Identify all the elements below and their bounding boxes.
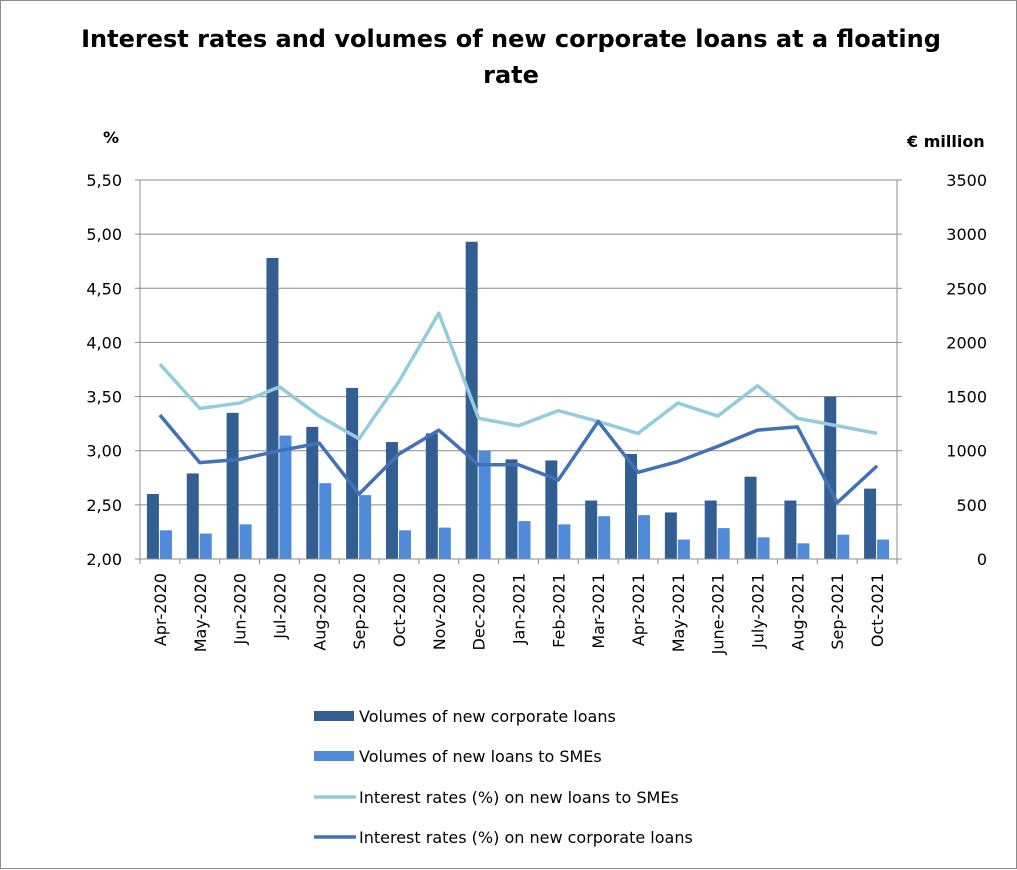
- x-tick-labels: Apr-2020 May-2020 Jun-2020 Jul-2020 Aug-2020…: [151, 573, 887, 655]
- bar-sme-volume: [717, 528, 730, 559]
- x-tick-label: Aug-2020: [310, 573, 329, 651]
- y-right-tick-label: 1500: [946, 388, 987, 407]
- bar-sme-volume: [359, 495, 372, 559]
- x-tick-label: Oct-2021: [868, 573, 887, 647]
- y-left-tick-label: 5,00: [86, 225, 122, 244]
- y-right-tick-label: 3500: [946, 171, 987, 190]
- y-left-tick-label: 5,50: [86, 171, 122, 190]
- legend-label: Volumes of new corporate loans: [359, 707, 616, 726]
- y-left-tick-label: 3,50: [86, 388, 122, 407]
- bar-corporate-volume: [545, 460, 558, 559]
- bar-sme-volume: [478, 450, 491, 559]
- gridlines: [140, 179, 897, 560]
- y-right-tick-label: 1000: [946, 442, 987, 461]
- bar-corporate-volume: [864, 488, 877, 559]
- bar-sme-volume: [877, 539, 890, 559]
- y-right-unit: € million: [906, 132, 985, 151]
- bar-corporate-volume: [146, 494, 159, 559]
- x-tick-label: Jul-2020: [270, 573, 289, 640]
- x-tick-label: Feb-2021: [549, 573, 568, 648]
- bar-sme-volume: [438, 527, 451, 559]
- x-tick-label: Sep-2020: [350, 573, 369, 650]
- chart-title-line2: rate: [483, 61, 539, 89]
- bar-sme-volume: [398, 530, 411, 559]
- x-tick-label: Apr-2020: [151, 573, 170, 646]
- y-left-tick-label: 3,00: [86, 442, 122, 461]
- bar-corporate-volume: [266, 257, 279, 559]
- bar-corporate-volume: [186, 473, 199, 559]
- legend-swatch: [314, 711, 354, 721]
- y-left-tick-label: 4,00: [86, 333, 122, 352]
- bar-sme-volume: [159, 530, 172, 559]
- y-right-tick-label: 500: [956, 496, 987, 515]
- bar-sme-volume: [319, 483, 332, 559]
- bar-corporate-volume: [744, 476, 757, 559]
- y-right-tick-label: 2500: [946, 279, 987, 298]
- bar-sme-volume: [598, 516, 611, 559]
- bar-sme-volume: [638, 515, 651, 559]
- bar-corporate-volume: [664, 512, 677, 559]
- y-left-tick-label: 4,50: [86, 279, 122, 298]
- line-series: [158, 311, 879, 505]
- bar-corporate-volume: [625, 453, 638, 559]
- x-tick-label: Apr-2021: [629, 573, 648, 646]
- x-tick-label: Sep-2021: [828, 573, 847, 650]
- y-left-tick-label: 2,00: [86, 550, 122, 569]
- x-tick-label: June-2021: [709, 573, 728, 655]
- y-right-tick-label: 0: [977, 550, 987, 569]
- bar-sme-volume: [837, 534, 850, 559]
- legend: Volumes of new corporate loans Volumes of…: [314, 707, 693, 847]
- bar-corporate-volume: [784, 500, 797, 559]
- y-left-tick-labels: 2,00 2,50 3,00 3,50 4,00 4,50 5,00 5,50: [86, 171, 122, 569]
- bar-sme-volume: [199, 533, 212, 559]
- bar-series: [146, 241, 890, 560]
- y-right-tick-labels: 0 500 1000 1500 2000 2500 3000 3500: [946, 171, 987, 569]
- bar-corporate-volume: [306, 426, 319, 559]
- x-tick-label: Aug-2021: [788, 573, 807, 651]
- axes: [135, 179, 902, 564]
- legend-label: Interest rates (%) on new corporate loan…: [359, 828, 693, 847]
- x-tick-label: Jan-2021: [510, 573, 529, 645]
- bar-corporate-volume: [704, 500, 717, 559]
- bar-sme-volume: [518, 521, 531, 559]
- bar-corporate-volume: [385, 442, 398, 559]
- bar-sme-volume: [677, 539, 690, 559]
- y-left-tick-label: 2,50: [86, 496, 122, 515]
- bar-corporate-volume: [346, 387, 359, 559]
- legend-label: Interest rates (%) on new loans to SMEs: [359, 788, 679, 807]
- bar-corporate-volume: [585, 500, 598, 559]
- x-tick-label: Nov-2020: [430, 573, 449, 650]
- bar-corporate-volume: [824, 396, 837, 559]
- bar-sme-volume: [797, 543, 810, 559]
- y-right-tick-label: 2000: [946, 333, 987, 352]
- y-left-unit: %: [103, 128, 119, 147]
- x-tick-label: May-2020: [191, 573, 210, 652]
- bar-sme-volume: [279, 435, 292, 559]
- y-right-tick-label: 3000: [946, 225, 987, 244]
- x-tick-label: Oct-2020: [390, 573, 409, 647]
- chart-title-line1: Interest rates and volumes of new corpor…: [81, 25, 941, 53]
- bar-sme-volume: [757, 537, 770, 559]
- legend-label: Volumes of new loans to SMEs: [359, 747, 602, 766]
- legend-swatch: [314, 751, 354, 761]
- x-tick-label: Jun-2020: [231, 573, 250, 646]
- x-tick-label: May-2021: [669, 573, 688, 652]
- line-sme-rate: [158, 311, 878, 441]
- x-tick-label: Dec-2020: [470, 573, 489, 650]
- line-corporate-rate: [158, 413, 879, 505]
- bar-corporate-volume: [226, 412, 239, 559]
- x-tick-label: Mar-2021: [589, 573, 608, 649]
- bar-sme-volume: [558, 524, 571, 559]
- bar-corporate-volume: [425, 433, 438, 559]
- x-tick-label: July-2021: [749, 573, 768, 649]
- bar-sme-volume: [239, 524, 252, 559]
- bar-corporate-volume: [505, 459, 518, 559]
